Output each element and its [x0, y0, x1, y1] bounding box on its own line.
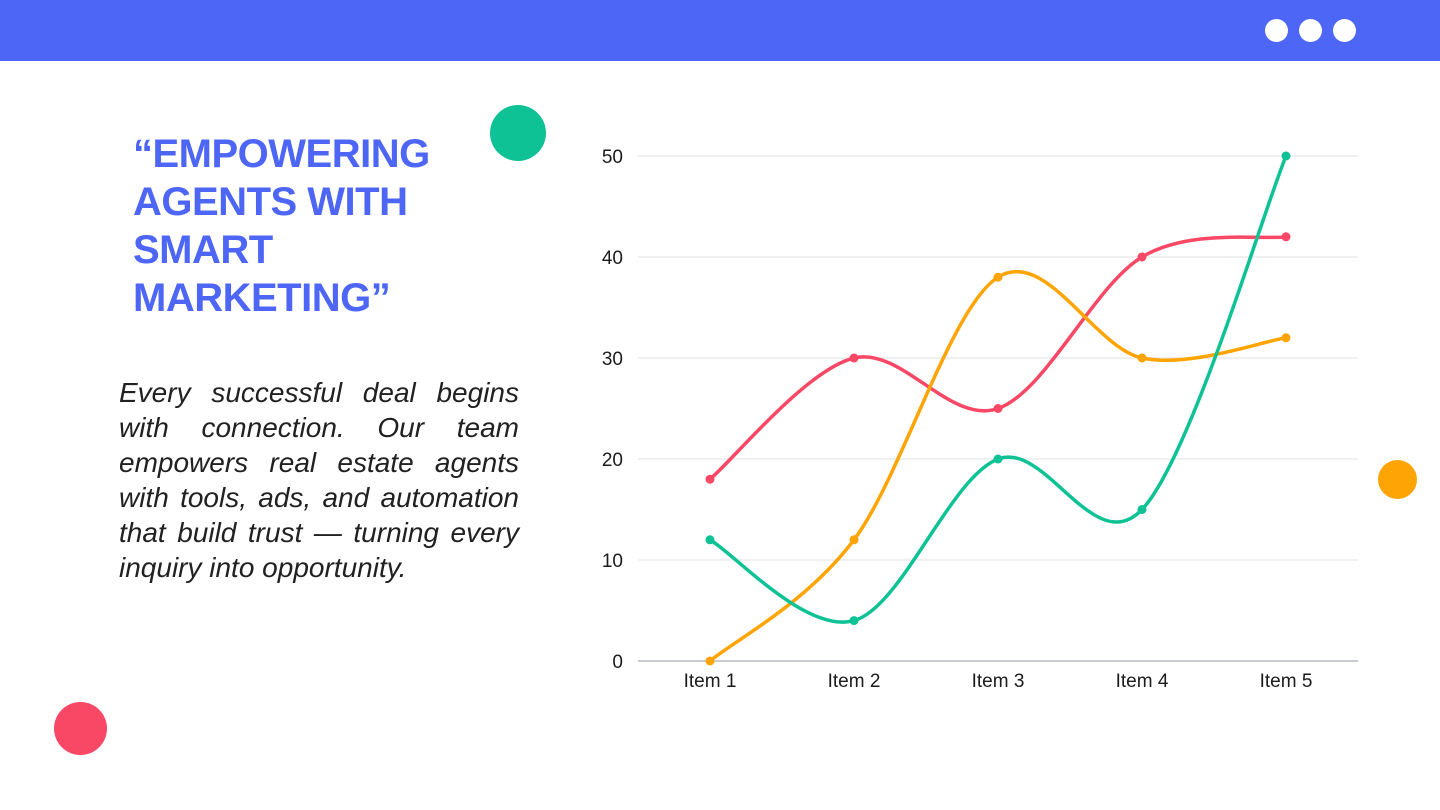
x-tick-label: Item 5: [1260, 671, 1313, 692]
line-chart: 0 10 20 30 40 50 Item 1 Item 2 Item 3 Item 4 Item …: [560, 120, 1400, 710]
orange-series-point: [993, 272, 1003, 282]
decorative-circle-pink: [54, 702, 107, 755]
y-tick-label: 50: [602, 147, 623, 168]
y-tick-label: 30: [602, 349, 623, 370]
x-tick-label: Item 3: [972, 671, 1025, 692]
teal-series-point: [993, 454, 1003, 464]
teal-series-point: [849, 616, 859, 626]
y-tick-label: 40: [602, 248, 623, 269]
pink-series-point: [993, 404, 1003, 413]
pink-series-point: [1281, 232, 1291, 242]
window-dots: [1265, 19, 1356, 42]
orange-series-point: [1281, 333, 1291, 343]
pink-series-point: [705, 474, 715, 484]
window-dot-icon: [1265, 19, 1288, 42]
teal-series-point: [1281, 151, 1291, 161]
window-dot-icon: [1333, 19, 1356, 42]
orange-series-point: [849, 535, 859, 545]
line-chart-canvas: 0 10 20 30 40 50 Item 1 Item 2 Item 3 Item 4 Item …: [602, 147, 1358, 692]
y-tick-label: 10: [602, 551, 623, 572]
pink-series-point: [849, 353, 859, 363]
x-tick-label: Item 4: [1116, 671, 1169, 692]
decorative-circle-teal: [490, 105, 546, 161]
orange-series-point: [705, 656, 715, 666]
orange-series-point: [1137, 353, 1147, 363]
orange-series-line: [708, 269, 1288, 663]
x-tick-label: Item 2: [828, 671, 881, 692]
teal-series-point: [1137, 505, 1147, 514]
window-titlebar: [0, 0, 1440, 61]
decorative-circle-orange: [1378, 460, 1417, 499]
pink-series-point: [1137, 252, 1147, 262]
quote-title: “EMPOWERING AGENTS WITH SMART MARKETING”: [133, 132, 430, 320]
y-tick-label: 20: [602, 450, 623, 471]
y-tick-label: 0: [612, 652, 623, 673]
x-tick-label: Item 1: [684, 671, 737, 692]
teal-series-line: [708, 154, 1288, 624]
window-dot-icon: [1299, 19, 1322, 42]
teal-series-point: [705, 535, 715, 545]
quote-body-text: Every successful deal begins with connec…: [119, 377, 519, 583]
